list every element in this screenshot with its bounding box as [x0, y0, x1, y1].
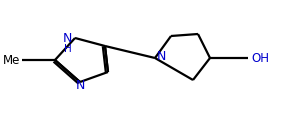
Text: N: N	[75, 79, 85, 92]
Text: OH: OH	[251, 52, 269, 64]
Text: H: H	[64, 44, 72, 54]
Text: N: N	[63, 33, 72, 45]
Text: Me: Me	[3, 53, 20, 67]
Text: N: N	[157, 50, 166, 64]
